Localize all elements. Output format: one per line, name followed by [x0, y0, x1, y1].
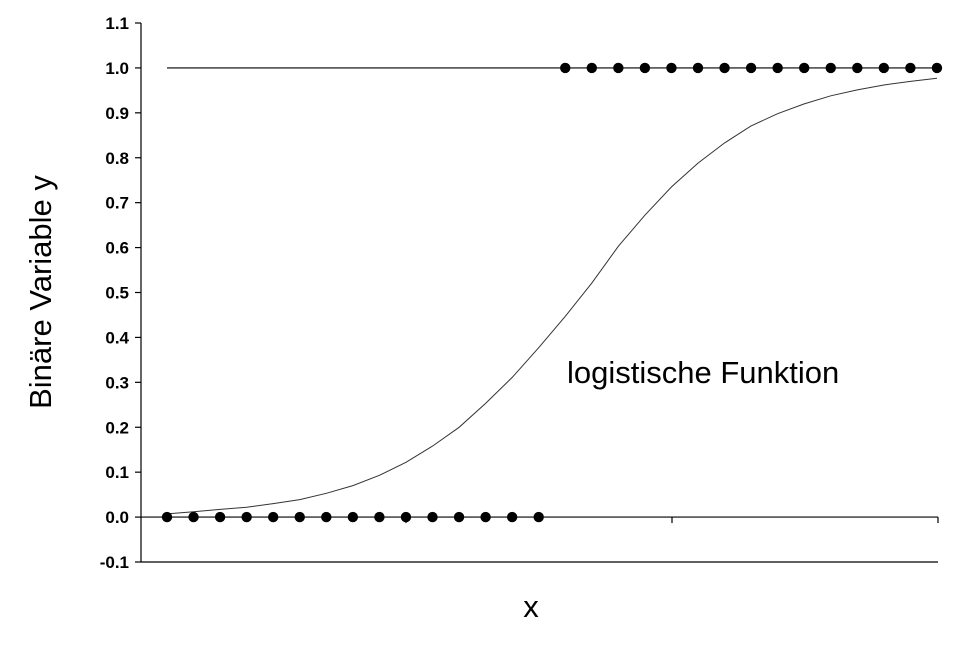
data-point — [241, 511, 252, 523]
data-point — [931, 62, 943, 74]
data-point — [586, 62, 597, 74]
y-tick-label: 0.0 — [105, 508, 129, 527]
data-point — [825, 62, 836, 74]
y-tick-label: 0.5 — [105, 284, 129, 303]
data-point — [772, 62, 783, 74]
data-point — [878, 62, 890, 74]
y-tick-label: 1.0 — [105, 59, 129, 78]
logistic-curve-group — [166, 77, 938, 515]
data-point — [453, 511, 465, 523]
y-tick-label: 0.6 — [105, 239, 129, 258]
y-tick-label: 0.4 — [105, 328, 129, 347]
data-point — [347, 511, 359, 523]
data-point — [666, 62, 677, 74]
data-points-group — [161, 62, 943, 523]
data-point — [400, 511, 412, 523]
data-point — [852, 62, 863, 74]
y-tick-label: 0.3 — [105, 373, 129, 392]
data-point — [905, 62, 916, 74]
y-tick-label: 0.7 — [105, 194, 129, 213]
data-point — [745, 62, 757, 74]
y-tick-label: 0.2 — [105, 418, 129, 437]
data-point — [321, 511, 332, 523]
data-point — [374, 511, 385, 523]
data-point — [268, 511, 279, 523]
plot-frame — [140, 23, 938, 563]
data-point — [719, 62, 730, 74]
data-point — [188, 511, 199, 523]
data-point — [161, 511, 173, 523]
y-axis-ticks: 1.1 1.0 0.9 0.8 0.7 0.6 0.5 0.4 0.3 0.2 0.1 0.0 -0.1 — [100, 14, 141, 572]
y-tick-label: 1.1 — [105, 14, 129, 33]
data-point — [427, 511, 438, 523]
x-axis-title: x — [523, 589, 539, 624]
logistic-curve-line — [166, 77, 938, 515]
data-point — [506, 511, 518, 523]
y-tick-label: 0.8 — [105, 149, 129, 168]
data-point — [294, 511, 305, 523]
data-point — [533, 511, 544, 523]
y-tick-label: 0.1 — [105, 463, 129, 482]
data-point — [560, 62, 571, 74]
data-point — [480, 511, 491, 523]
data-point — [214, 511, 226, 523]
data-point — [799, 62, 810, 74]
y-tick-label: 0.9 — [105, 104, 129, 123]
y-tick-label: -0.1 — [100, 553, 129, 572]
data-point — [639, 62, 651, 74]
data-point — [613, 62, 624, 74]
curve-annotation: logistische Funktion — [567, 355, 839, 390]
data-point — [692, 62, 704, 74]
y-axis-title: Binäre Variable y — [23, 175, 58, 409]
